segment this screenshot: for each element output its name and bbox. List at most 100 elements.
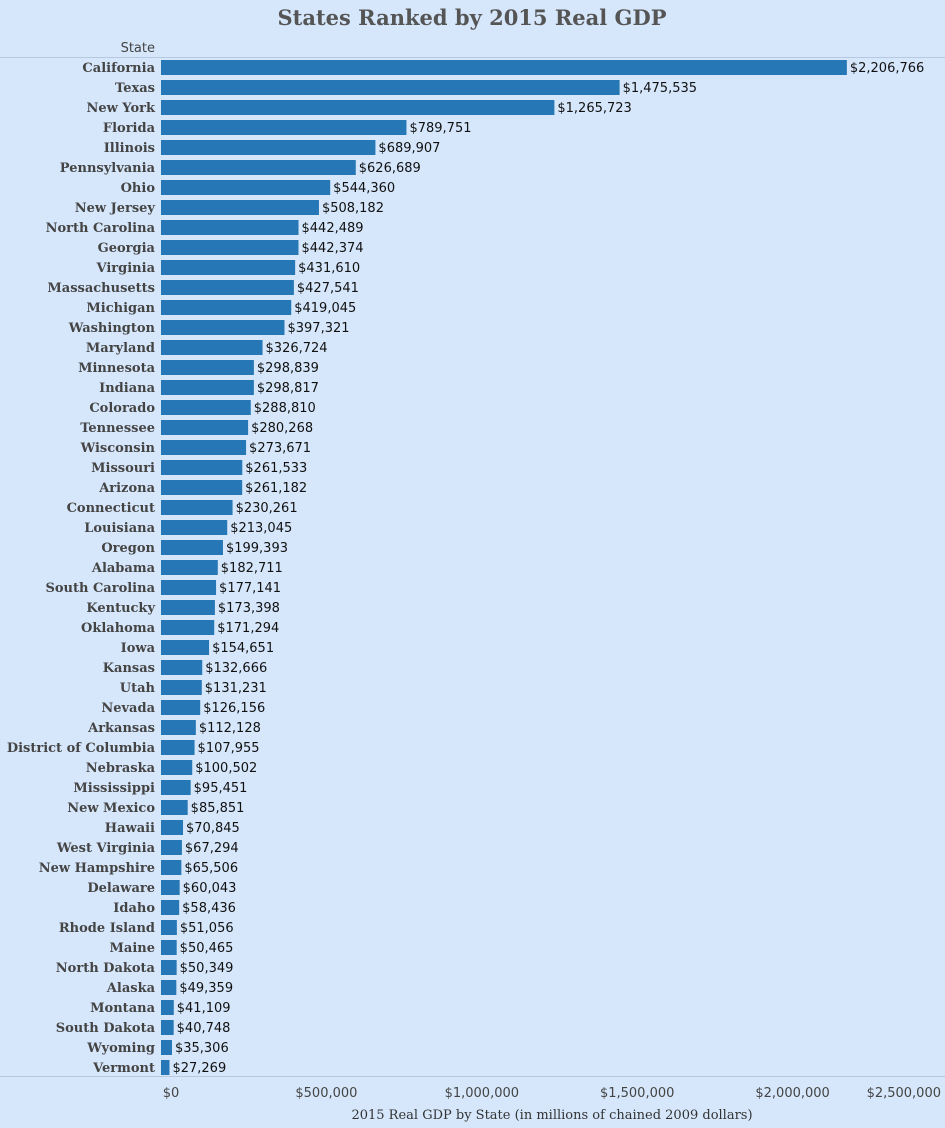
bar xyxy=(161,840,182,855)
category-label: Georgia xyxy=(98,241,156,256)
category-label: Colorado xyxy=(89,401,155,416)
category-label: Illinois xyxy=(104,141,155,156)
x-tick-label: $2,500,000 xyxy=(867,1086,941,1101)
x-tick-label: $1,500,000 xyxy=(600,1086,674,1101)
category-label: Maine xyxy=(110,941,155,956)
value-label: $182,711 xyxy=(221,561,283,576)
category-label: Arizona xyxy=(98,481,155,496)
bar xyxy=(161,900,180,915)
category-label: Massachusetts xyxy=(47,281,155,296)
value-label: $626,689 xyxy=(359,161,421,176)
value-label: $508,182 xyxy=(322,201,384,216)
bar xyxy=(161,380,254,395)
bar xyxy=(161,180,331,195)
value-label: $427,541 xyxy=(297,281,359,296)
value-label: $132,666 xyxy=(205,661,267,676)
bar xyxy=(161,960,177,975)
value-label: $41,109 xyxy=(177,1001,231,1016)
category-label: Iowa xyxy=(121,641,156,656)
x-tick-label: $0 xyxy=(163,1086,180,1101)
bar xyxy=(161,780,191,795)
value-label: $49,359 xyxy=(179,981,233,996)
category-label: South Carolina xyxy=(45,581,155,596)
value-label: $213,045 xyxy=(230,521,292,536)
value-label: $27,269 xyxy=(172,1061,226,1076)
value-label: $442,374 xyxy=(301,241,363,256)
value-label: $35,306 xyxy=(175,1041,229,1056)
value-label: $154,651 xyxy=(212,641,274,656)
bar xyxy=(161,420,249,435)
category-label: Idaho xyxy=(113,901,155,916)
bar xyxy=(161,480,243,495)
bar xyxy=(161,280,294,295)
value-label: $397,321 xyxy=(287,321,349,336)
category-label: Kansas xyxy=(103,661,155,676)
value-label: $298,817 xyxy=(257,381,319,396)
bar xyxy=(161,300,292,315)
value-label: $789,751 xyxy=(409,121,471,136)
bar xyxy=(161,400,251,415)
value-label: $50,349 xyxy=(180,961,234,976)
value-label: $230,261 xyxy=(236,501,298,516)
category-label: New Mexico xyxy=(67,801,155,816)
bar xyxy=(161,920,177,935)
category-label: North Dakota xyxy=(56,961,156,976)
value-label: $689,907 xyxy=(378,141,440,156)
value-label: $261,182 xyxy=(245,481,307,496)
value-label: $70,845 xyxy=(186,821,240,836)
category-label: California xyxy=(82,61,155,76)
bar xyxy=(161,340,263,355)
value-label: $58,436 xyxy=(182,901,236,916)
bar xyxy=(161,640,210,655)
bars-group: California $2,206,766 Texas $1,475,535 New Y… xyxy=(7,60,924,1076)
x-axis-label: 2015 Real GDP by State (in millions of c… xyxy=(351,1108,752,1123)
bar xyxy=(161,1000,174,1015)
value-label: $288,810 xyxy=(254,401,316,416)
category-label: Nebraska xyxy=(86,761,156,776)
bar xyxy=(161,100,555,115)
bar xyxy=(161,620,215,635)
value-label: $85,851 xyxy=(191,801,245,816)
x-tick-label: $2,000,000 xyxy=(755,1086,829,1101)
category-label: Kentucky xyxy=(86,601,155,616)
category-label: Ohio xyxy=(121,181,156,196)
category-label: Alabama xyxy=(91,561,156,576)
category-label: Indiana xyxy=(99,381,155,396)
bar xyxy=(161,760,193,775)
category-label: Pennsylvania xyxy=(60,161,156,176)
bar xyxy=(161,60,847,75)
chart-title: States Ranked by 2015 Real GDP xyxy=(278,5,667,30)
bar xyxy=(161,700,201,715)
category-label: Utah xyxy=(120,681,156,696)
bar xyxy=(161,980,177,995)
bar xyxy=(161,1020,174,1035)
category-label: Missouri xyxy=(91,461,155,476)
value-label: $60,043 xyxy=(183,881,237,896)
category-label: New York xyxy=(86,101,156,116)
value-label: $95,451 xyxy=(194,781,248,796)
bar xyxy=(161,220,299,235)
category-label: Michigan xyxy=(86,301,155,316)
value-label: $107,955 xyxy=(198,741,260,756)
value-label: $51,056 xyxy=(180,921,234,936)
value-label: $544,360 xyxy=(333,181,395,196)
category-label: Oklahoma xyxy=(81,621,156,636)
category-label: Montana xyxy=(90,1001,155,1016)
category-label: Oregon xyxy=(101,541,155,556)
value-label: $442,489 xyxy=(302,221,364,236)
category-label: New Hampshire xyxy=(39,861,155,876)
value-label: $40,748 xyxy=(177,1021,231,1036)
x-tick-label: $1,000,000 xyxy=(445,1086,519,1101)
row-header: State xyxy=(121,41,155,56)
category-label: Texas xyxy=(115,81,155,96)
category-label: Washington xyxy=(68,321,156,336)
category-label: Connecticut xyxy=(67,501,155,516)
bar xyxy=(161,320,285,335)
bar xyxy=(161,540,223,555)
category-label: Florida xyxy=(103,121,156,136)
category-label: Louisiana xyxy=(84,521,155,536)
category-label: Virginia xyxy=(96,261,156,276)
bar xyxy=(161,120,407,135)
value-label: $1,265,723 xyxy=(557,101,631,116)
bar xyxy=(161,580,217,595)
